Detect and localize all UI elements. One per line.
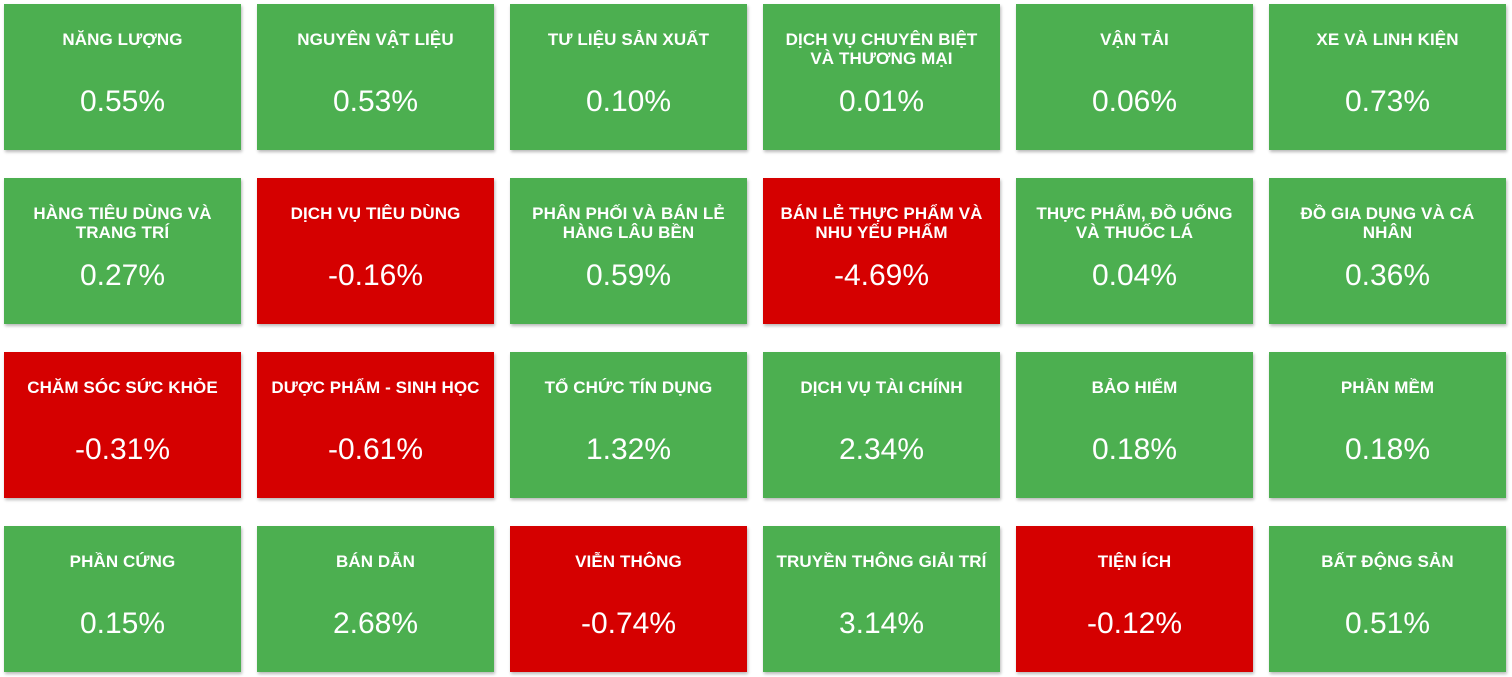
sector-name: XE VÀ LINH KIỆN bbox=[1316, 30, 1459, 49]
sector-change-percent: -4.69% bbox=[833, 259, 930, 292]
sector-tile[interactable]: BẢO HIỂM 0.18% bbox=[1016, 352, 1253, 498]
sector-change-percent: -0.74% bbox=[580, 607, 677, 640]
sector-tile[interactable]: BÁN DẪN 2.68% bbox=[257, 526, 494, 672]
sector-tile[interactable]: PHẦN MỀM 0.18% bbox=[1269, 352, 1506, 498]
sector-tile[interactable]: PHẦN CỨNG 0.15% bbox=[4, 526, 241, 672]
sector-name: DỊCH VỤ TIÊU DÙNG bbox=[290, 204, 461, 223]
sector-name: DỊCH VỤ CHUYÊN BIỆT VÀ THƯƠNG MẠI bbox=[785, 30, 978, 68]
sector-change-percent: 1.32% bbox=[585, 433, 672, 466]
sector-change-percent: 0.18% bbox=[1091, 433, 1178, 466]
sector-name: HÀNG TIÊU DÙNG VÀ TRANG TRÍ bbox=[33, 204, 212, 242]
sector-name: PHÂN PHỐI VÀ BÁN LẺ HÀNG LÂU BỀN bbox=[532, 204, 725, 242]
sector-tile[interactable]: CHĂM SÓC SỨC KHỎE -0.31% bbox=[4, 352, 241, 498]
sector-change-percent: 0.73% bbox=[1344, 85, 1431, 118]
sector-change-percent: -0.16% bbox=[327, 259, 424, 292]
sector-tile[interactable]: VIỄN THÔNG -0.74% bbox=[510, 526, 747, 672]
sector-change-percent: 0.59% bbox=[585, 259, 672, 292]
sector-tile[interactable]: DƯỢC PHẨM - SINH HỌC -0.61% bbox=[257, 352, 494, 498]
sector-tile[interactable]: ĐỒ GIA DỤNG VÀ CÁ NHÂN 0.36% bbox=[1269, 178, 1506, 324]
sector-change-percent: -0.12% bbox=[1086, 607, 1183, 640]
sector-tile[interactable]: NGUYÊN VẬT LIỆU 0.53% bbox=[257, 4, 494, 150]
sector-change-percent: 0.04% bbox=[1091, 259, 1178, 292]
sector-tile[interactable]: TRUYỀN THÔNG GIẢI TRÍ 3.14% bbox=[763, 526, 1000, 672]
sector-name: PHẦN CỨNG bbox=[69, 552, 176, 571]
sector-tile[interactable]: TƯ LIỆU SẢN XUẤT 0.10% bbox=[510, 4, 747, 150]
sector-tile[interactable]: DỊCH VỤ TIÊU DÙNG -0.16% bbox=[257, 178, 494, 324]
sector-name: DỊCH VỤ TÀI CHÍNH bbox=[800, 378, 963, 397]
sector-name: NGUYÊN VẬT LIỆU bbox=[297, 30, 454, 49]
sector-change-percent: 2.68% bbox=[332, 607, 419, 640]
sector-name: DƯỢC PHẨM - SINH HỌC bbox=[271, 378, 480, 397]
sector-change-percent: 0.18% bbox=[1344, 433, 1431, 466]
sector-change-percent: 0.06% bbox=[1091, 85, 1178, 118]
sector-name: NĂNG LƯỢNG bbox=[62, 30, 183, 49]
sector-change-percent: -0.61% bbox=[327, 433, 424, 466]
sector-tile[interactable]: PHÂN PHỐI VÀ BÁN LẺ HÀNG LÂU BỀN 0.59% bbox=[510, 178, 747, 324]
sector-tile[interactable]: NĂNG LƯỢNG 0.55% bbox=[4, 4, 241, 150]
sector-change-percent: 0.27% bbox=[79, 259, 166, 292]
sector-name: BẢO HIỂM bbox=[1091, 378, 1178, 397]
sector-change-percent: 3.14% bbox=[838, 607, 925, 640]
sector-tile[interactable]: THỰC PHẨM, ĐỒ UỐNG VÀ THUỐC LÁ 0.04% bbox=[1016, 178, 1253, 324]
sector-name: BÁN DẪN bbox=[335, 552, 416, 571]
sector-name: ĐỒ GIA DỤNG VÀ CÁ NHÂN bbox=[1300, 204, 1475, 242]
sector-change-percent: 0.53% bbox=[332, 85, 419, 118]
sector-change-percent: 2.34% bbox=[838, 433, 925, 466]
sector-name: BÁN LẺ THỰC PHẨM VÀ NHU YẾU PHẨM bbox=[780, 204, 983, 242]
sector-name: PHẦN MỀM bbox=[1340, 378, 1435, 397]
sector-change-percent: 0.55% bbox=[79, 85, 166, 118]
sector-name: TIỆN ÍCH bbox=[1097, 552, 1172, 571]
sector-name: CHĂM SÓC SỨC KHỎE bbox=[27, 378, 218, 397]
sector-tile[interactable]: VẬN TẢI 0.06% bbox=[1016, 4, 1253, 150]
sector-tile[interactable]: TỔ CHỨC TÍN DỤNG 1.32% bbox=[510, 352, 747, 498]
sector-name: TRUYỀN THÔNG GIẢI TRÍ bbox=[776, 552, 987, 571]
sector-change-percent: 0.15% bbox=[79, 607, 166, 640]
sector-name: BẤT ĐỘNG SẢN bbox=[1321, 552, 1454, 571]
sector-name: TỔ CHỨC TÍN DỤNG bbox=[544, 378, 713, 397]
sector-change-percent: 0.10% bbox=[585, 85, 672, 118]
sector-tile[interactable]: BÁN LẺ THỰC PHẨM VÀ NHU YẾU PHẨM -4.69% bbox=[763, 178, 1000, 324]
sector-name: TƯ LIỆU SẢN XUẤT bbox=[547, 30, 710, 49]
sector-name: VIỄN THÔNG bbox=[575, 552, 682, 571]
sector-tile[interactable]: XE VÀ LINH KIỆN 0.73% bbox=[1269, 4, 1506, 150]
sector-name: THỰC PHẨM, ĐỒ UỐNG VÀ THUỐC LÁ bbox=[1036, 204, 1233, 242]
sector-change-percent: -0.31% bbox=[74, 433, 171, 466]
sector-change-percent: 0.51% bbox=[1344, 607, 1431, 640]
sector-tile[interactable]: DỊCH VỤ TÀI CHÍNH 2.34% bbox=[763, 352, 1000, 498]
sector-tile[interactable]: DỊCH VỤ CHUYÊN BIỆT VÀ THƯƠNG MẠI 0.01% bbox=[763, 4, 1000, 150]
sector-tile[interactable]: HÀNG TIÊU DÙNG VÀ TRANG TRÍ 0.27% bbox=[4, 178, 241, 324]
sector-name: VẬN TẢI bbox=[1100, 30, 1169, 49]
sector-change-percent: 0.01% bbox=[838, 85, 925, 118]
sector-tile[interactable]: TIỆN ÍCH -0.12% bbox=[1016, 526, 1253, 672]
sector-tile[interactable]: BẤT ĐỘNG SẢN 0.51% bbox=[1269, 526, 1506, 672]
sector-change-percent: 0.36% bbox=[1344, 259, 1431, 292]
